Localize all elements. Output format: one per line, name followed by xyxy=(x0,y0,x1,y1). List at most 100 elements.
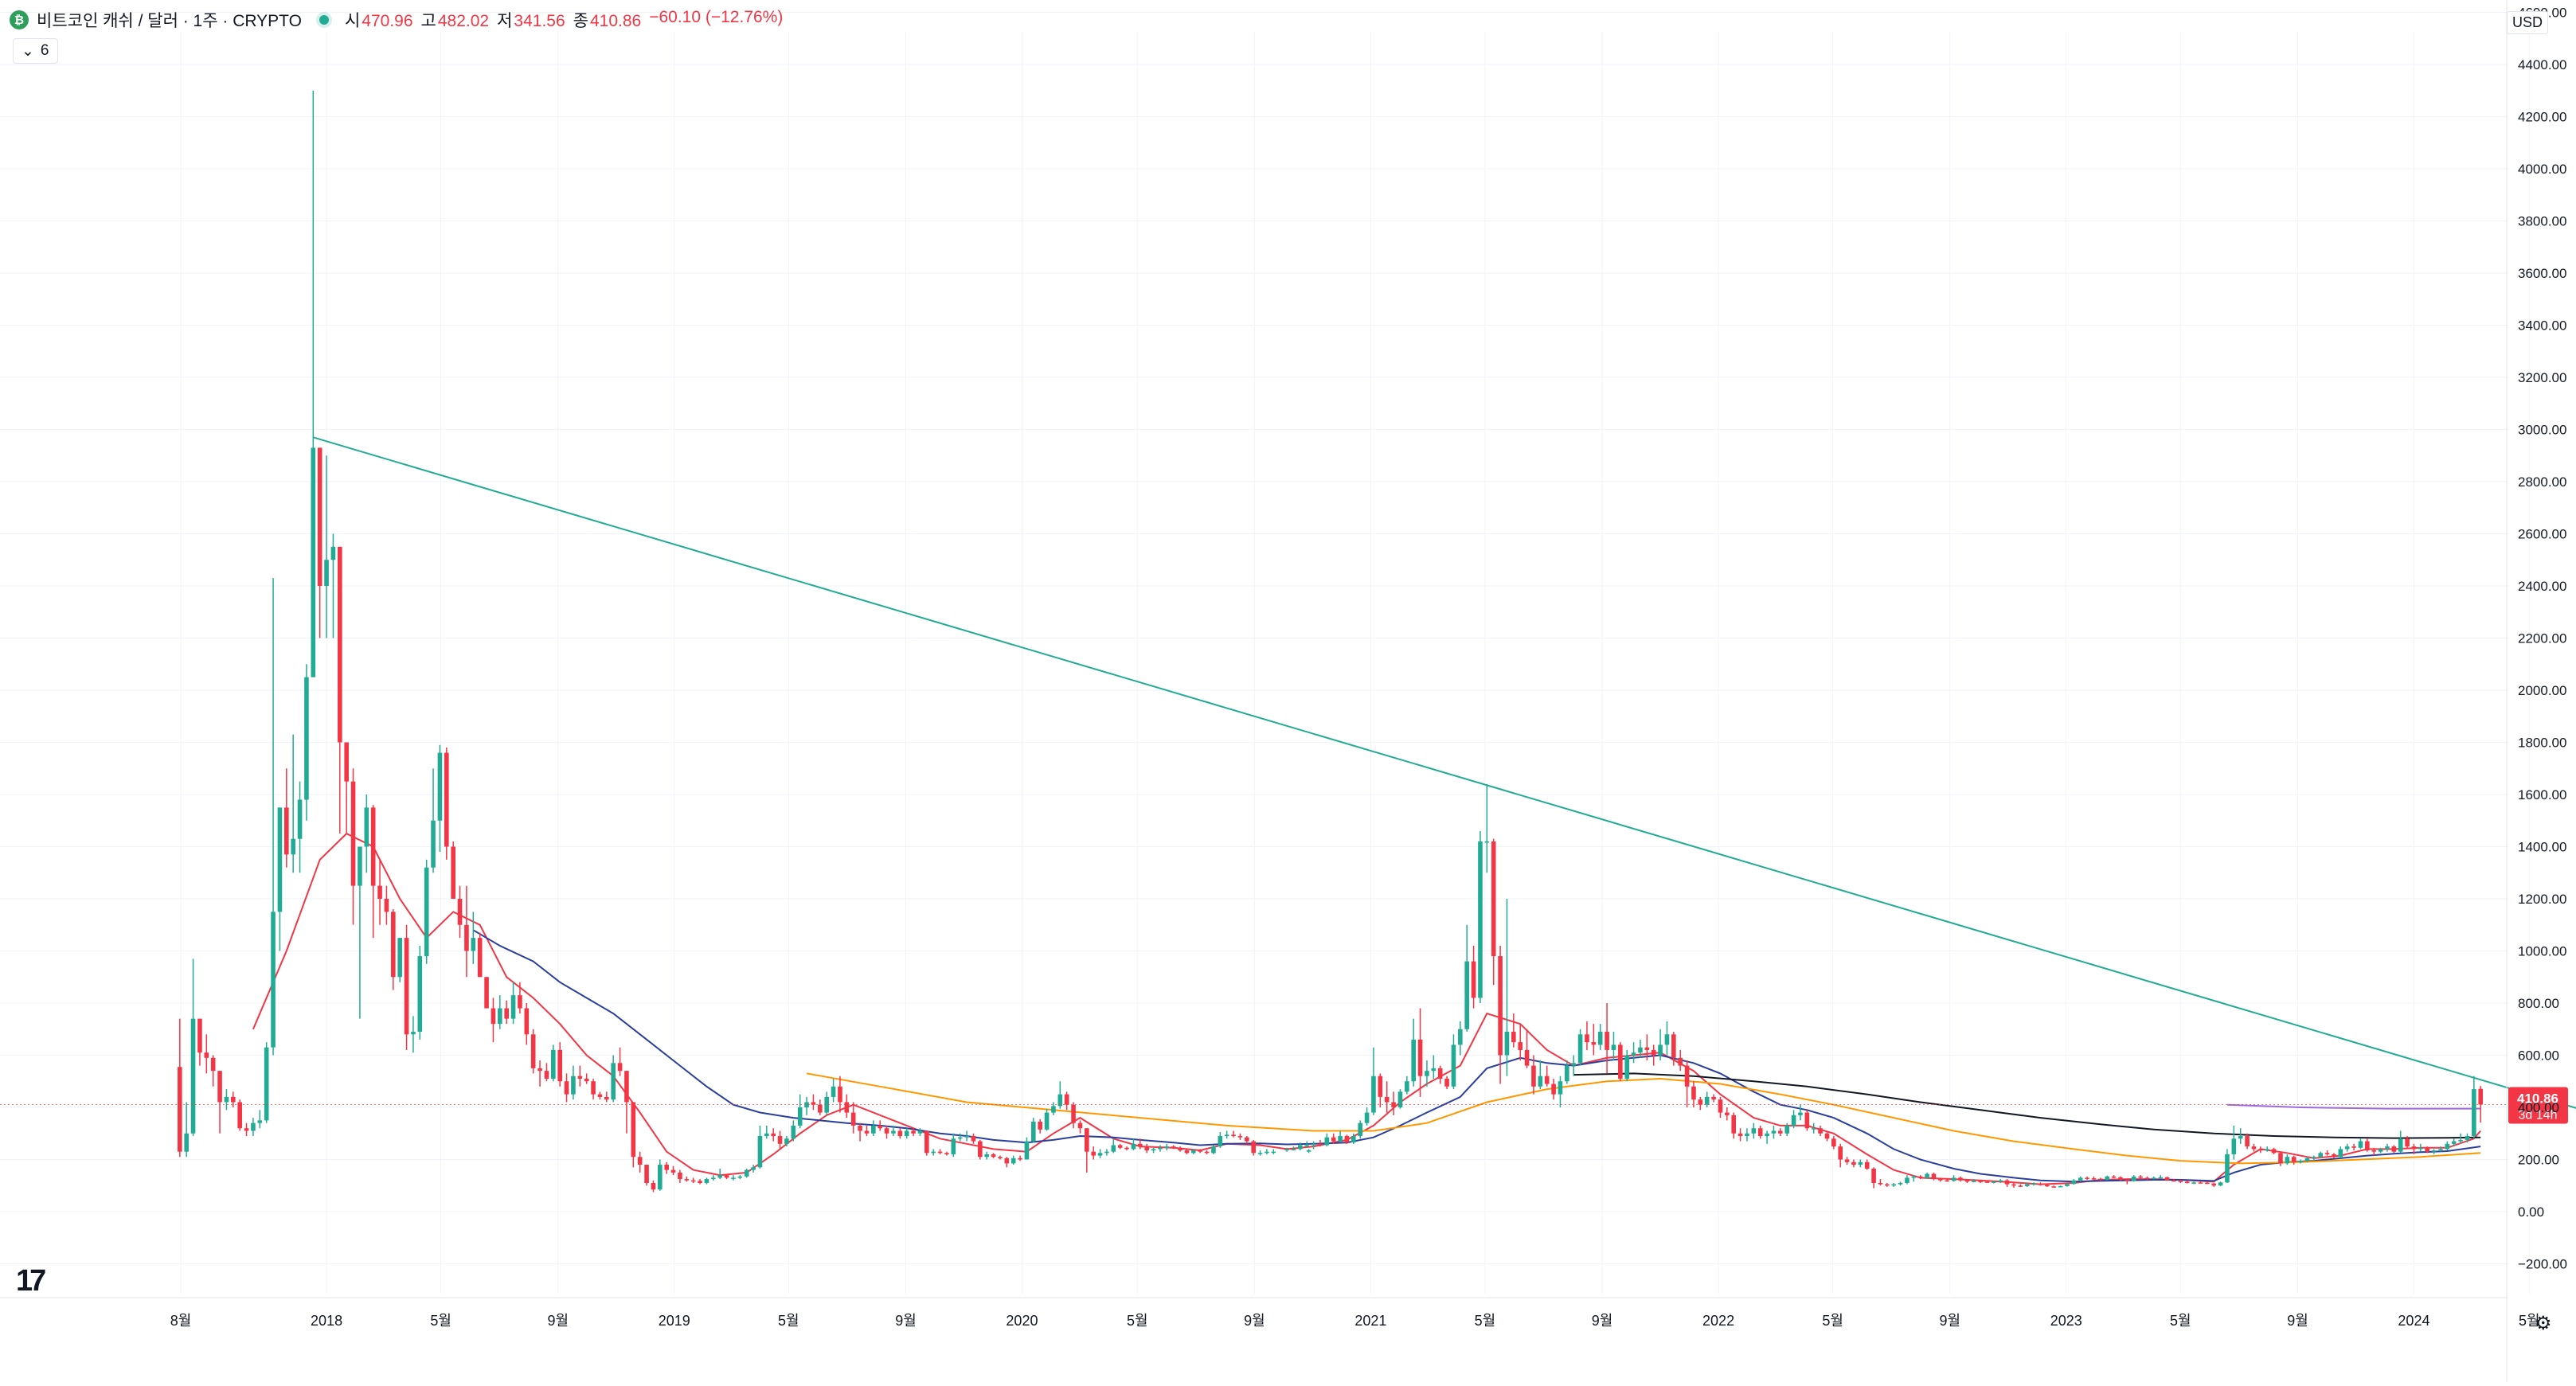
candle-body xyxy=(1306,1150,1311,1152)
candle-body xyxy=(2304,1158,2310,1162)
candle-body xyxy=(2332,1154,2336,1158)
candle-body xyxy=(184,1133,189,1152)
candle-body xyxy=(884,1128,889,1134)
candle-body xyxy=(1511,1032,1516,1043)
candle-body xyxy=(1085,1128,1089,1152)
candle-body xyxy=(498,1008,502,1025)
candle-body xyxy=(510,995,516,1019)
candle-body xyxy=(1338,1136,1343,1142)
candle-body xyxy=(2225,1154,2230,1183)
symbol-title[interactable]: 비트코인 캐쉬 / 달러 · 1주 · CRYPTO xyxy=(37,12,302,30)
candle-body xyxy=(237,1102,242,1129)
candle-body xyxy=(864,1130,870,1134)
candle-body xyxy=(2445,1143,2450,1150)
candle-body xyxy=(998,1157,1003,1158)
candle-body xyxy=(2125,1180,2130,1181)
price-tick-label: 1600.00 xyxy=(2518,787,2566,802)
price-tick-label: 3200.00 xyxy=(2518,370,2566,385)
candle-body xyxy=(2004,1180,2010,1185)
candle-body xyxy=(1984,1181,1990,1183)
candle-body xyxy=(1051,1106,1056,1113)
candle-body xyxy=(210,1057,216,1072)
candle-body xyxy=(1711,1096,1716,1100)
moving-average-line xyxy=(806,1072,2481,1165)
candle-body xyxy=(2238,1136,2243,1139)
candle-body xyxy=(1698,1099,1703,1105)
time-tick-label: 5월 xyxy=(2519,1313,2540,1329)
market-status-icon xyxy=(319,15,329,25)
candle-body xyxy=(2258,1149,2263,1151)
candle-body xyxy=(1031,1122,1036,1142)
candle-body xyxy=(2265,1149,2270,1151)
candle-body xyxy=(858,1125,862,1131)
candle-body xyxy=(1077,1122,1083,1129)
bitcoin-cash-icon[interactable]: ₿ xyxy=(10,10,29,29)
candle-body xyxy=(1738,1133,1743,1137)
candle-body xyxy=(604,1096,609,1100)
candle-body xyxy=(1605,1032,1609,1050)
tradingview-logo-icon[interactable]: 17 xyxy=(16,1264,46,1298)
candle-body xyxy=(1498,956,1503,1056)
candle-body xyxy=(1004,1158,1010,1164)
candle-body xyxy=(1992,1181,1996,1183)
currency-selector[interactable]: USD xyxy=(2507,11,2549,34)
candle-body xyxy=(2324,1153,2330,1154)
candle-body xyxy=(831,1086,836,1097)
candle-body xyxy=(1464,961,1469,1029)
candle-body xyxy=(1184,1150,1190,1154)
candle-body xyxy=(2344,1146,2350,1150)
candle-body xyxy=(190,1018,196,1134)
time-tick-label: 9월 xyxy=(1244,1313,1265,1329)
candle-body xyxy=(1018,1158,1022,1160)
ohlc-low: 저341.56 xyxy=(497,12,565,30)
candle-body xyxy=(1384,1096,1390,1103)
candle-body xyxy=(1858,1162,1863,1165)
price-tick-label: 3400.00 xyxy=(2518,318,2566,334)
candle-body xyxy=(1538,1076,1543,1087)
candle-body xyxy=(1644,1047,1650,1050)
candle-body xyxy=(1057,1094,1063,1107)
candle-body xyxy=(1311,1143,1316,1146)
candle-body xyxy=(1558,1081,1563,1095)
price-tick-label: 3600.00 xyxy=(2518,266,2566,281)
candle-body xyxy=(1898,1182,1903,1185)
candle-body xyxy=(2158,1177,2164,1179)
candle-body xyxy=(2078,1177,2083,1181)
candle-body xyxy=(437,752,443,821)
ohlc-values: 시470.96 고482.02 저341.56 종410.86 −60.10 (… xyxy=(345,8,783,32)
candle-body xyxy=(611,1063,616,1100)
candle-body xyxy=(757,1136,763,1168)
candle-body xyxy=(704,1179,709,1183)
candle-body xyxy=(637,1157,643,1165)
candle-body xyxy=(1544,1076,1550,1084)
indicators-toggle-button[interactable]: ⌄ 6 xyxy=(13,38,58,64)
candle-body xyxy=(1224,1134,1229,1137)
candle-body xyxy=(1571,1063,1576,1066)
candle-body xyxy=(777,1136,783,1144)
candle-body xyxy=(311,447,316,677)
candle-body xyxy=(1417,1039,1423,1076)
candle-body xyxy=(2398,1138,2403,1152)
candle-body xyxy=(1358,1122,1362,1137)
candle-body xyxy=(1804,1112,1810,1129)
candle-body xyxy=(1397,1091,1403,1107)
candle-body xyxy=(557,1049,562,1082)
candle-body xyxy=(1204,1151,1210,1154)
candle-body xyxy=(2138,1176,2143,1178)
candle-body xyxy=(577,1076,583,1079)
candle-body xyxy=(1885,1184,1890,1186)
moving-average-line xyxy=(2226,1103,2481,1110)
candle-body xyxy=(1364,1112,1370,1123)
candle-body xyxy=(2391,1146,2397,1152)
candle-body xyxy=(2251,1146,2257,1150)
candle-body xyxy=(904,1130,909,1137)
candle-body xyxy=(1791,1115,1796,1126)
candle-body xyxy=(338,546,342,743)
candle-body xyxy=(350,781,356,886)
time-tick-label: 2022 xyxy=(1702,1313,1734,1329)
price-tick-label: 4400.00 xyxy=(2518,57,2566,72)
ohlc-change: −60.10 (−12.76%) xyxy=(649,8,784,26)
settings-gear-icon[interactable]: ⚙ xyxy=(2535,1313,2552,1334)
candle-body xyxy=(491,1008,496,1025)
